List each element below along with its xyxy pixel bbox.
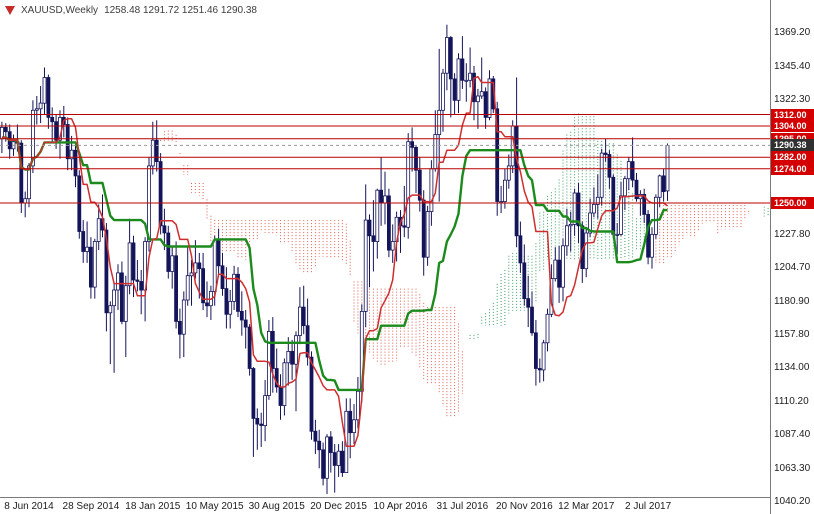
- price-tick-label: 1110.20: [774, 396, 809, 408]
- price-tick-label: 1369.20: [774, 26, 811, 38]
- price-tick-label: 1180.90: [774, 295, 810, 307]
- symbol-timeframe-label: XAUUSD,Weekly: [21, 5, 99, 16]
- price-tick-label: 1040.20: [774, 496, 811, 508]
- price-level-badge[interactable]: 1312.00: [771, 108, 814, 121]
- date-label: 20 Dec 2015: [310, 501, 367, 512]
- price-plot-svg[interactable]: 8 Jun 2014 28 Sep 2014 18 Jan 2015 10 May 2…: [0, 0, 770, 514]
- price-tick-label: 1063.30: [774, 463, 811, 475]
- price-level-badge[interactable]: 1282.00: [771, 151, 814, 164]
- date-label: 20 Nov 2016: [496, 501, 553, 512]
- price-level-badge[interactable]: 1304.00: [771, 119, 814, 132]
- current-price-badge: 1290.38: [771, 139, 814, 152]
- price-level-badge[interactable]: 1274.00: [771, 162, 814, 175]
- ohlc-readout: 1258.48 1291.72 1251.46 1290.38: [104, 5, 257, 16]
- price-tick-label: 1227.80: [774, 228, 811, 240]
- date-label: 10 Apr 2016: [374, 501, 428, 512]
- kijun-sen-line: [1, 136, 668, 392]
- price-tick-label: 1157.80: [774, 328, 810, 340]
- date-label: 8 Jun 2014: [4, 501, 54, 512]
- price-tick-label: 1322.30: [774, 93, 811, 105]
- price-tick-label: 1134.00: [774, 362, 810, 374]
- time-axis-strip: [0, 497, 770, 514]
- horizontal-level-lines[interactable]: [0, 114, 770, 204]
- price-tick-label: 1345.40: [774, 60, 811, 72]
- date-label: 30 Aug 2015: [249, 501, 306, 512]
- date-label: 28 Sep 2014: [63, 501, 120, 512]
- price-tick-label: 1087.40: [774, 428, 811, 440]
- date-label: 18 Jan 2015: [125, 501, 180, 512]
- chart-canvas[interactable]: 8 Jun 2014 28 Sep 2014 18 Jan 2015 10 May 2…: [0, 0, 770, 514]
- date-label: 10 May 2015: [186, 501, 244, 512]
- price-level-badge[interactable]: 1250.00: [771, 196, 814, 209]
- chart-title: XAUUSD,Weekly 1258.48 1291.72 1251.46 12…: [5, 5, 257, 16]
- date-label: 12 Mar 2017: [558, 501, 615, 512]
- tenkan-sen-line: [1, 75, 668, 447]
- price-axis[interactable]: 1369.20 1345.40 1322.30 1227.80 1204.70 1180.…: [770, 0, 814, 514]
- date-label: 31 Jul 2016: [437, 501, 489, 512]
- symbol-triangle-icon: [5, 6, 15, 15]
- candlestick-series: [0, 24, 670, 494]
- date-label: 2 Jul 2017: [625, 501, 672, 512]
- price-tick-label: 1204.70: [774, 261, 811, 273]
